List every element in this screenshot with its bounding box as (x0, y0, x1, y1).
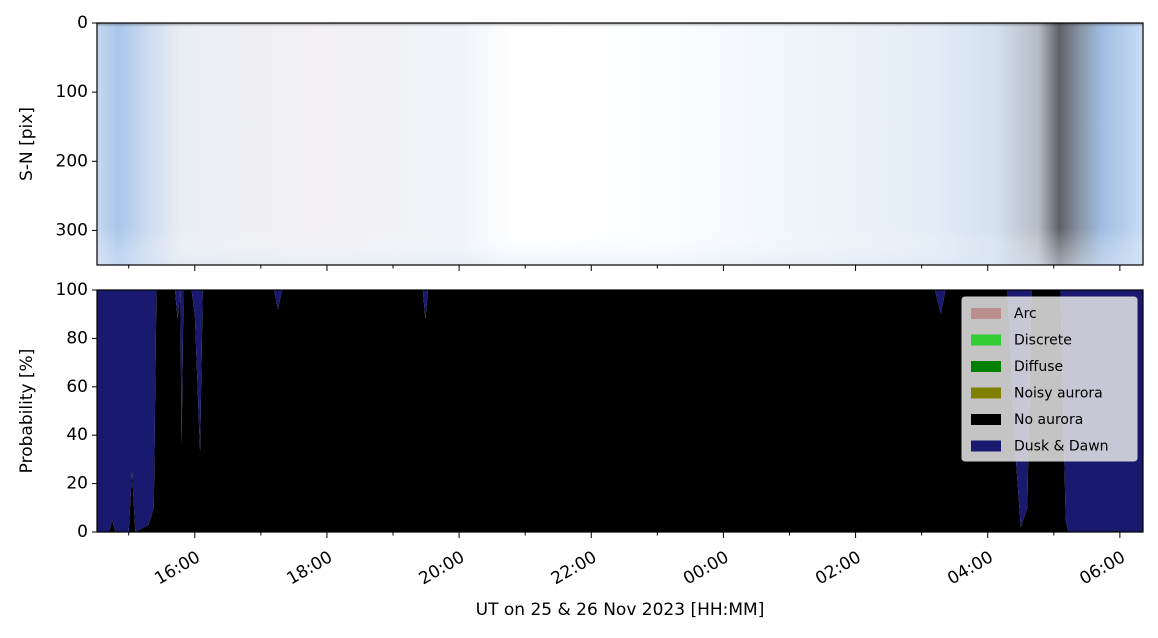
legend-swatch (971, 440, 1001, 452)
y-tick-label: 200 (56, 151, 88, 171)
legend-label: Noisy aurora (1014, 386, 1103, 402)
x-tick-label: 06:00 (1076, 547, 1128, 589)
legend-label: Discrete (1014, 333, 1072, 349)
x-tick-label: 02:00 (812, 547, 864, 589)
y-tick-label: 300 (56, 220, 88, 240)
x-tick-label: 00:00 (680, 547, 732, 589)
x-tick-label: 22:00 (548, 547, 600, 589)
y-tick-label: 100 (56, 280, 88, 300)
y-tick-label: 0 (77, 522, 88, 542)
y-axis-label: Probability [%] (17, 349, 37, 474)
y-tick-label: 60 (66, 377, 88, 397)
area (97, 290, 1143, 532)
plot-layer (97, 290, 1143, 532)
x-tick-label: 18:00 (284, 547, 336, 589)
legend-box (961, 296, 1138, 462)
area (97, 290, 1143, 532)
y-tick-label: 80 (66, 328, 88, 348)
x-tick-label: 20:00 (416, 547, 468, 589)
y-tick-label: 0 (77, 13, 88, 33)
legend-label: No aurora (1014, 412, 1083, 428)
x-axis-label: UT on 25 & 26 Nov 2023 [HH:MM] (476, 600, 765, 620)
x-tick-label: 04:00 (944, 547, 996, 589)
legend-label: Arc (1014, 306, 1037, 322)
legend-swatch (971, 387, 1001, 399)
legend-swatch (971, 308, 1001, 319)
keogram-shade (97, 23, 1143, 265)
y-tick-label: 20 (66, 474, 88, 494)
legend-swatch (971, 361, 1001, 372)
legend-swatch (971, 334, 1001, 346)
y-axis-label: S-N [pix] (17, 107, 37, 181)
axes-frame (96, 22, 1144, 266)
legend-swatch (971, 414, 1001, 425)
y-tick-label: 100 (56, 82, 88, 102)
legend-label: Dusk & Dawn (1014, 439, 1109, 455)
legend-label: Diffuse (1014, 359, 1063, 375)
x-tick-label: 16:00 (151, 547, 203, 589)
y-tick-label: 40 (66, 425, 88, 445)
axes-frame (96, 289, 1144, 533)
